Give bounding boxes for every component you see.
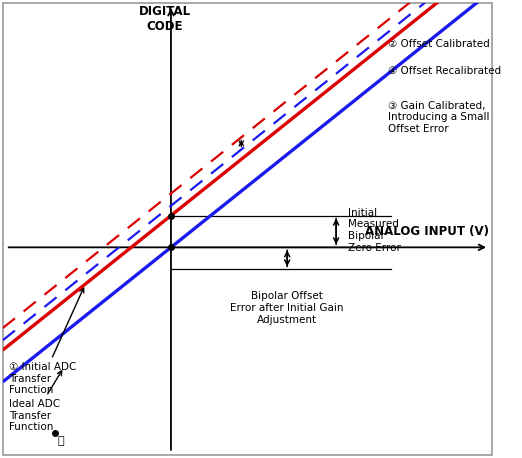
Text: Initial
Measured
Bipolar
Zero Error: Initial Measured Bipolar Zero Error	[348, 208, 401, 253]
Text: ④ Offset Recalibrated: ④ Offset Recalibrated	[388, 66, 501, 76]
Text: Ideal ADC
Transfer
Function: Ideal ADC Transfer Function	[9, 371, 62, 432]
Text: DIGITAL
CODE: DIGITAL CODE	[139, 5, 191, 33]
Text: ② Offset Calibrated: ② Offset Calibrated	[388, 39, 490, 49]
Text: Ⓐ: Ⓐ	[58, 436, 64, 446]
Text: ③ Gain Calibrated,
Introducing a Small
Offset Error: ③ Gain Calibrated, Introducing a Small O…	[388, 101, 490, 134]
Text: ① Initial ADC
Transfer
Function: ① Initial ADC Transfer Function	[9, 288, 84, 396]
Text: ANALOG INPUT (V): ANALOG INPUT (V)	[365, 224, 489, 238]
Text: Bipolar Offset
Error after Initial Gain
Adjustment: Bipolar Offset Error after Initial Gain …	[230, 291, 344, 325]
